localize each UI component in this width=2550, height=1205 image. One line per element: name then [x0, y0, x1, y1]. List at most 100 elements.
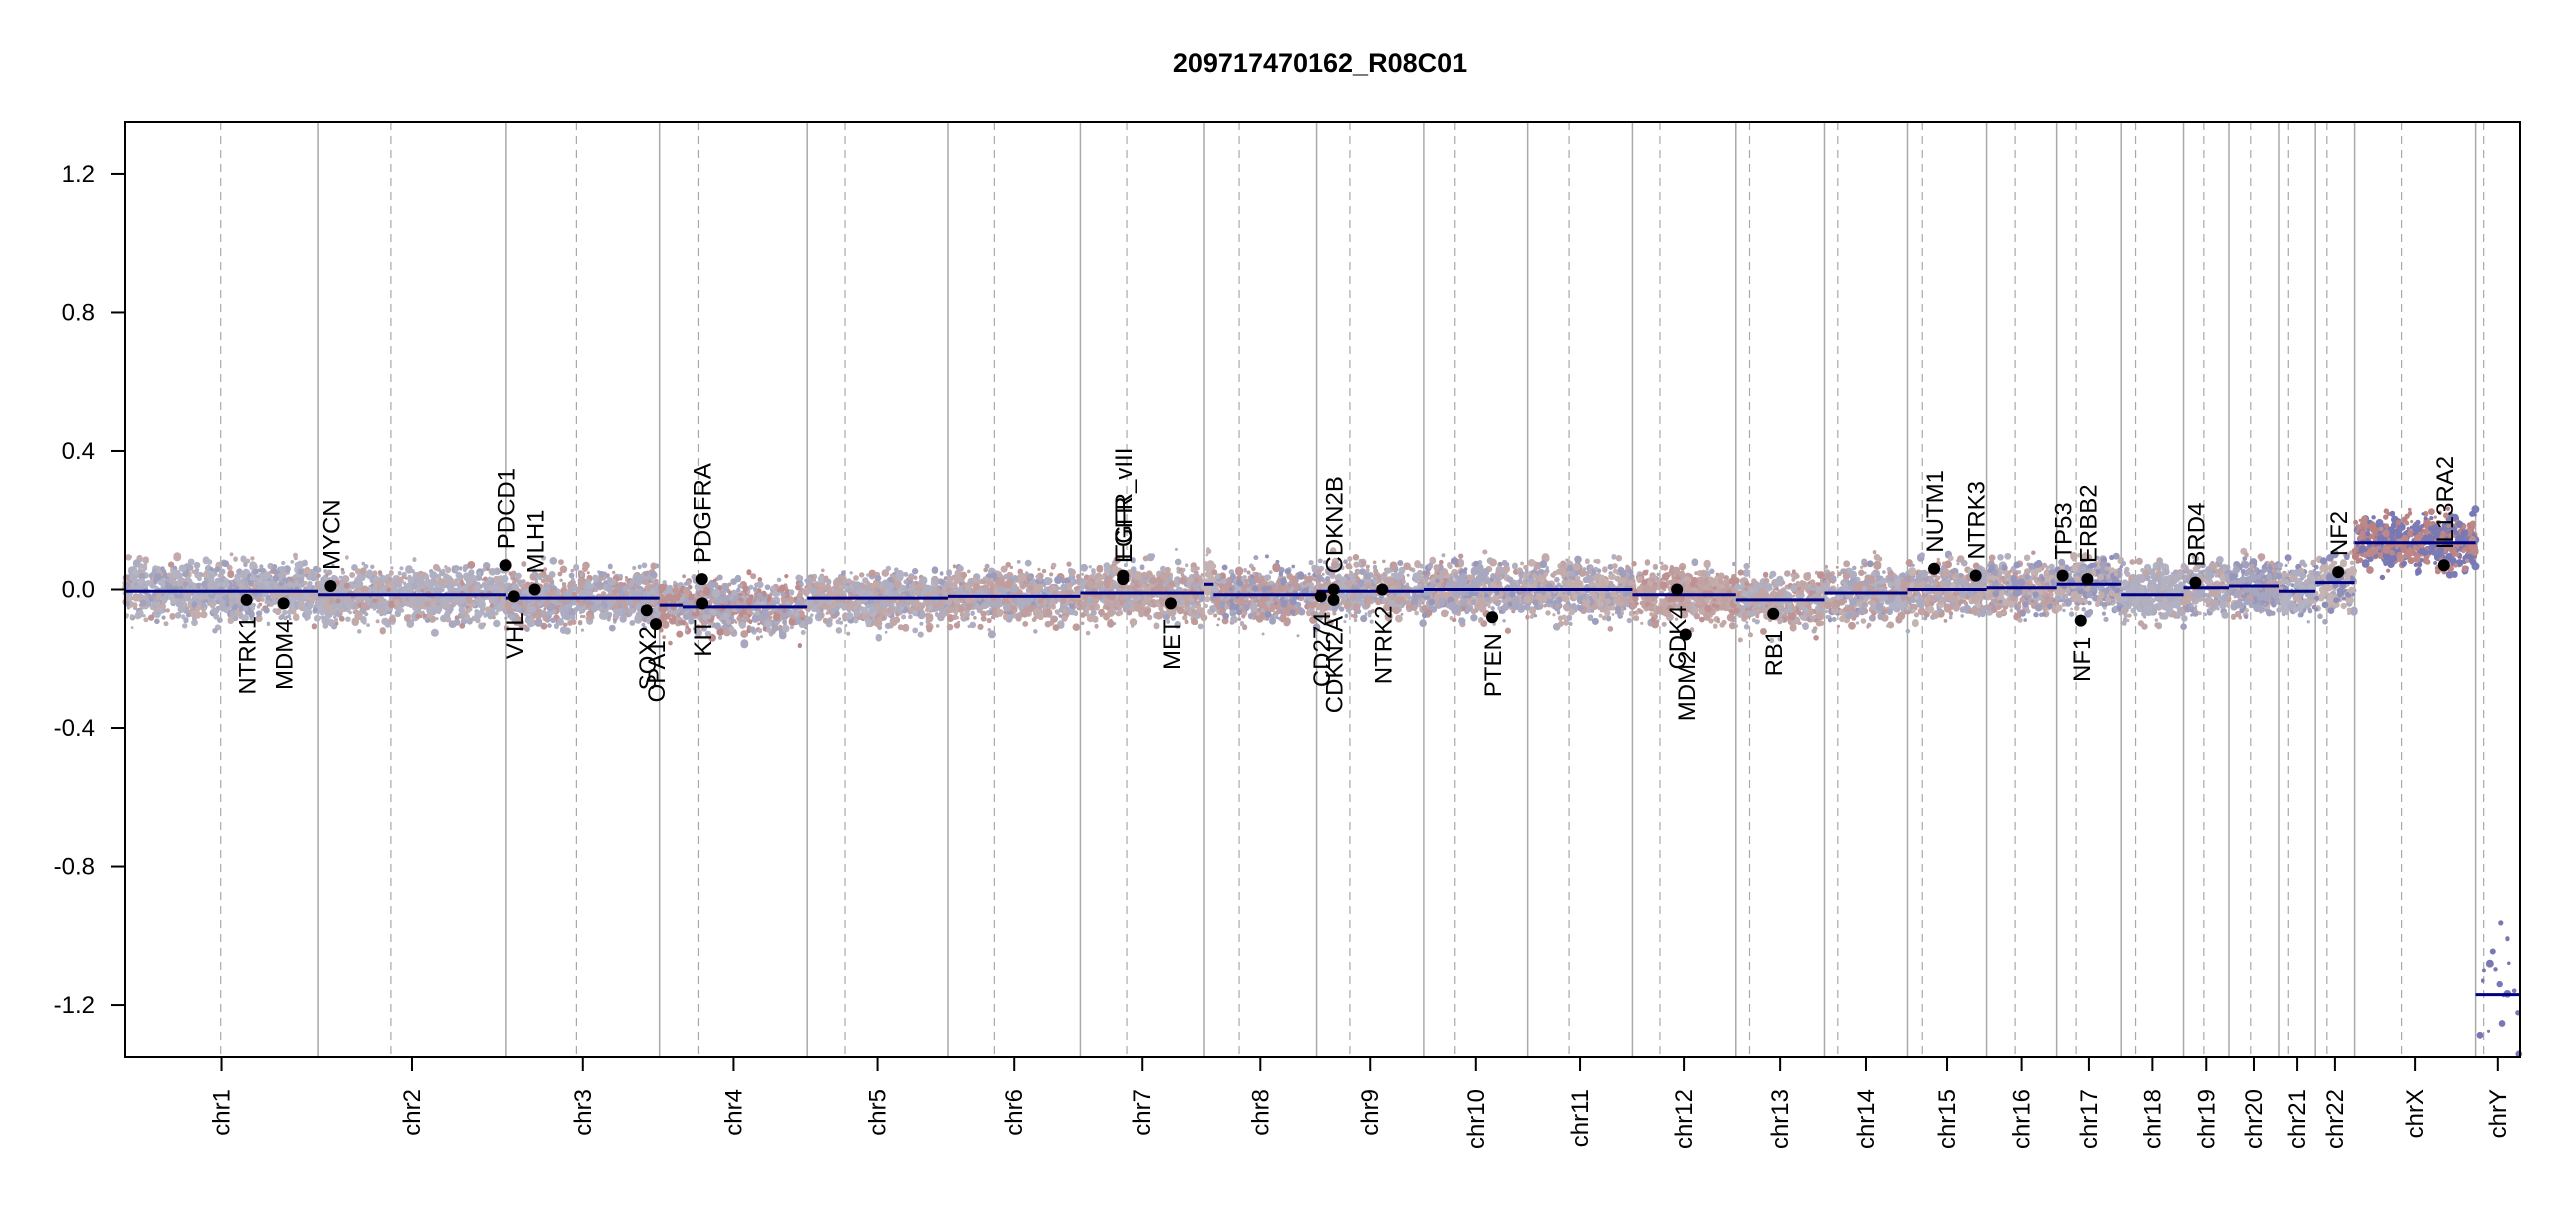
gene-label: RB1: [1761, 630, 1788, 677]
probe-point-group: [1905, 555, 1986, 628]
probe-point-group: [2313, 555, 2356, 616]
gene-label: MDM4: [272, 619, 299, 690]
x-tick-label: chr10: [1463, 1089, 1490, 1149]
probe-point-group: [1421, 557, 1531, 619]
axes: -1.2 -0.8 -0.4 0.0 0.4 0.8 1.2 chr1 chr2 chr3 chr4…: [54, 161, 2512, 1149]
gene-label: NTRK2: [1370, 606, 1397, 685]
x-tick-label: chr8: [1247, 1089, 1274, 1136]
probe-point-group: [2120, 567, 2186, 622]
probe-point-group: [1986, 564, 2060, 619]
x-tick-label: chrY: [2485, 1089, 2512, 1138]
x-tick-label: chr11: [1567, 1089, 1594, 1147]
gene-label: MYCN: [318, 499, 345, 570]
probe-point-group: [807, 569, 946, 633]
probe-point-group: [2119, 571, 2184, 620]
gene-label: KIT: [690, 619, 717, 657]
x-tick-label: chr6: [1001, 1089, 1028, 1136]
probe-point-group: [1823, 560, 1909, 628]
gene-label: IL13RA2: [2432, 456, 2459, 549]
probe-point-group: [2226, 565, 2280, 613]
gene-marker: [528, 583, 541, 596]
probe-point-group: [1080, 555, 1208, 622]
probe-point-group: [503, 559, 662, 632]
probe-point-group: [126, 566, 310, 625]
x-tick-label: chr14: [1853, 1089, 1880, 1149]
gene-marker: [1671, 583, 1684, 596]
probe-point-group: [1733, 562, 1828, 634]
probe-point-group: [1736, 574, 1828, 630]
x-tick-label: chr2: [399, 1089, 426, 1136]
probe-point-group: [319, 561, 507, 618]
y-tick-label: -1.2: [54, 992, 95, 1019]
probe-point-group: [1213, 562, 1311, 623]
probe-point-group: [1316, 565, 1426, 624]
gene-marker: [1327, 593, 1340, 606]
probe-point-group: [2276, 559, 2316, 624]
gene-marker: [1117, 569, 1130, 582]
probe-point-group: [805, 565, 944, 628]
gene-label: CDKN2B: [1322, 476, 1349, 573]
x-tick-label: chr22: [2322, 1089, 2349, 1149]
y-tick-label: 0.8: [62, 299, 95, 326]
probe-point-group: [1221, 554, 1318, 620]
probe-points: [122, 505, 2523, 1058]
probe-point-group: [317, 567, 503, 635]
probe-point-group: [324, 564, 508, 628]
probe-point-group: [129, 555, 318, 620]
y-tick-label: 1.2: [62, 161, 95, 188]
y-tick-label: 0.0: [62, 577, 95, 604]
probe-point-group: [318, 563, 497, 623]
probe-point-group: [2361, 510, 2477, 568]
gene-label: CDKN2A: [1322, 616, 1349, 713]
gene-label: MDM2: [1674, 651, 1701, 722]
gene-marker: [650, 618, 663, 631]
probe-point-group: [2279, 574, 2317, 616]
x-tick-label: chr18: [2139, 1089, 2166, 1149]
gene-marker: [2437, 559, 2450, 572]
x-tick-label: chr16: [2009, 1089, 2036, 1149]
gene-label: OPA1: [644, 640, 671, 702]
probe-point-group: [122, 552, 314, 629]
gene-label: MET: [1159, 619, 1186, 670]
probe-point-group: [2054, 551, 2124, 610]
probe-point-group: [1904, 559, 1987, 623]
chart-title: 209717470162_R08C01: [1173, 48, 1467, 78]
probe-point-group: [1840, 568, 1906, 620]
gene-label: EGFR: [1111, 496, 1138, 563]
x-tick-label: chr4: [720, 1089, 747, 1136]
y-tick-label: -0.4: [54, 715, 95, 742]
gene-marker: [1679, 628, 1692, 641]
probe-point-group: [1315, 547, 1412, 613]
gene-marker: [2189, 576, 2202, 589]
gene-label: NTRK3: [1964, 481, 1991, 560]
probe-point-group: [2180, 555, 2233, 614]
probe-point-group: [123, 555, 319, 631]
probe-point-group: [2180, 563, 2232, 611]
gene-marker: [1928, 562, 1941, 575]
probe-point-group: [1210, 565, 1318, 636]
x-tick-label: chr15: [1934, 1089, 1961, 1149]
gene-marker: [2074, 614, 2087, 627]
plot-frame: [124, 121, 2521, 1058]
probe-point-group: [320, 570, 507, 615]
probe-point-group: [1987, 562, 2059, 618]
probe-point-group: [807, 576, 952, 642]
x-tick-label: chr21: [2284, 1089, 2311, 1149]
gene-label: PDGFRA: [690, 463, 717, 563]
probe-point-group: [1987, 559, 2059, 622]
gene-label: VHL: [502, 612, 529, 659]
probe-point-group: [316, 567, 508, 637]
x-tick-label: chr13: [1767, 1089, 1794, 1149]
probe-point-group: [2229, 556, 2281, 620]
gene-marker: [696, 597, 709, 610]
probe-point-group: [142, 560, 318, 619]
probe-point-group: [131, 568, 320, 605]
probe-point-group: [1985, 552, 2058, 614]
probe-point-group: [2476, 920, 2523, 1058]
probe-point-group: [511, 556, 663, 626]
gene-marker: [2332, 566, 2345, 579]
probe-point-group: [682, 583, 808, 635]
x-tick-label: chr7: [1129, 1089, 1156, 1136]
